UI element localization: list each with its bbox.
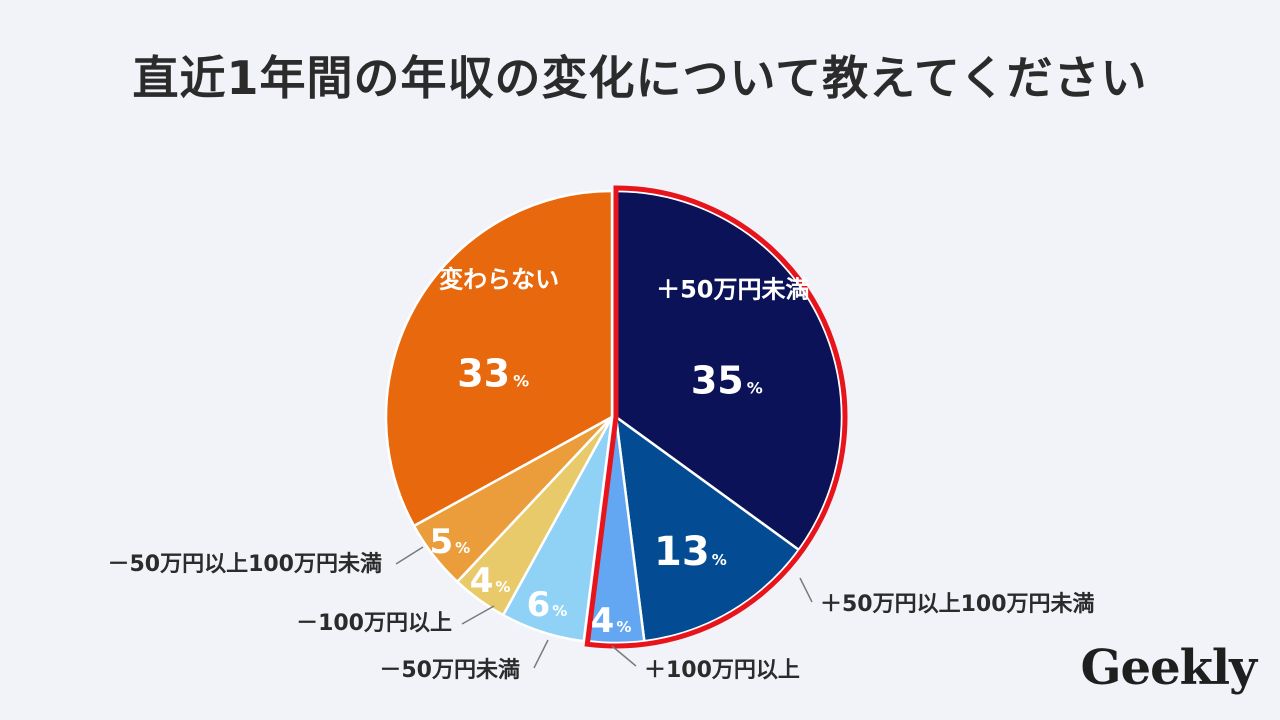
pie-slice <box>614 414 801 643</box>
slice-name-label: ＋100万円以上 <box>644 658 800 683</box>
slice-name-label: －50万円以上100万円未満 <box>107 551 382 577</box>
slice-unit: % <box>495 578 510 596</box>
highlight-outline <box>584 185 848 649</box>
slice-name-label: －100万円以上 <box>296 611 452 636</box>
pie-slices <box>384 189 844 645</box>
leader-line <box>461 605 495 625</box>
leader-lines <box>395 546 813 669</box>
pie-slice <box>614 189 844 552</box>
slice-unit: % <box>513 371 529 390</box>
leader-line <box>533 639 549 669</box>
slice-unit: % <box>552 602 567 620</box>
slice-name-label: ＋50万円未満 <box>656 275 809 303</box>
leader-line <box>799 577 813 603</box>
leader-line <box>611 645 637 667</box>
slice-unit: % <box>712 551 727 569</box>
chart-title: 直近1年間の年収の変化について教えてください <box>132 51 1148 105</box>
slice-name-label: 変わらない <box>439 265 559 293</box>
leader-line <box>395 546 424 565</box>
highlight-outline-group <box>584 185 848 649</box>
slice-unit: % <box>455 539 470 557</box>
pie-slice <box>384 189 614 528</box>
slice-name-label: －50万円未満 <box>379 657 520 683</box>
geekly-logo: Geekly <box>1080 640 1257 696</box>
slice-name-label: ＋50万円以上100万円未満 <box>820 591 1095 617</box>
slice-unit: % <box>616 618 631 636</box>
slice-value-label: 33% <box>457 351 529 395</box>
slice-unit: % <box>747 378 763 397</box>
